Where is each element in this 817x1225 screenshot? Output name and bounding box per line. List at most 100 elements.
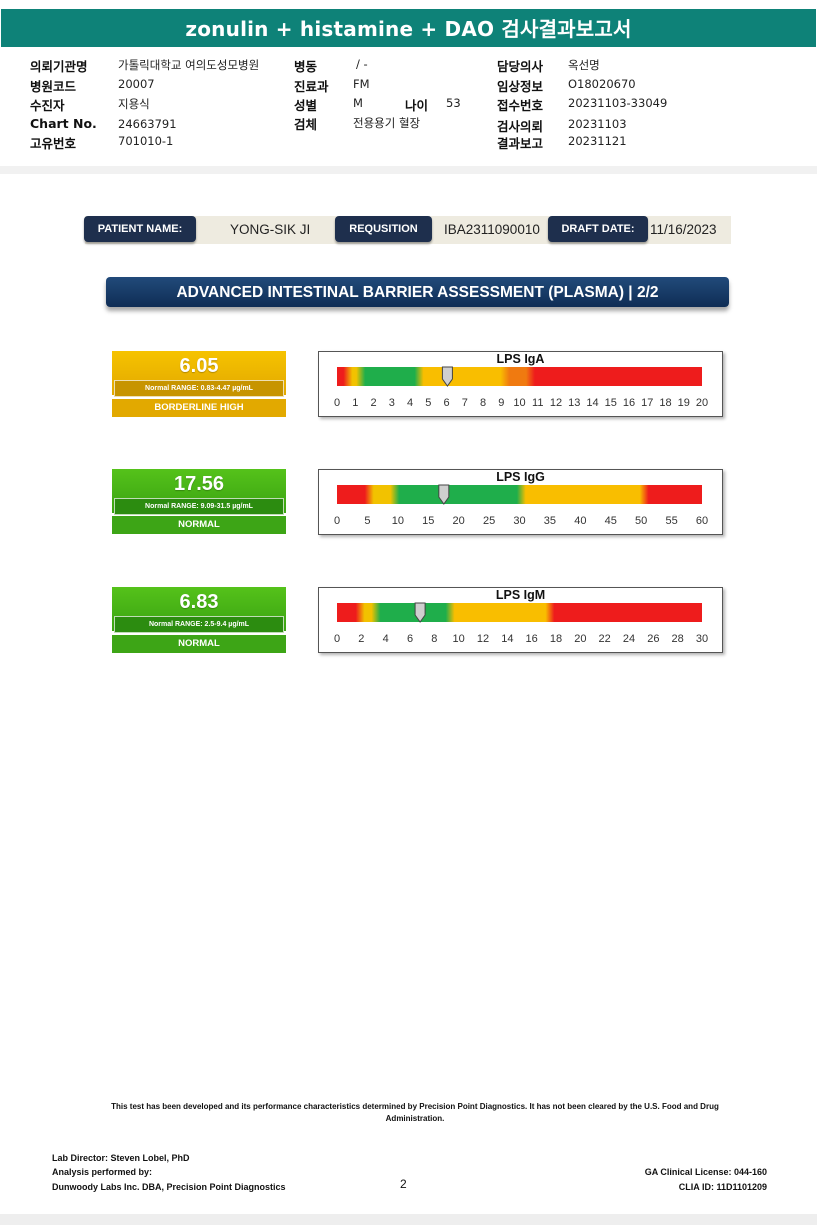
tick-label: 22 — [599, 633, 611, 645]
field-label-department: 진료과 — [294, 79, 329, 94]
section-title: ADVANCED INTESTINAL BARRIER ASSESSMENT (… — [106, 277, 729, 307]
field-value-unique-no: 701010-1 — [118, 134, 174, 148]
lab-name: Dunwoody Labs Inc. DBA, Precision Point … — [52, 1182, 286, 1192]
result-value: 6.83 — [179, 591, 219, 613]
tick-label: 35 — [544, 515, 556, 527]
tick-label: 0 — [334, 515, 340, 527]
tick-label: 55 — [665, 515, 677, 527]
tick-label: 30 — [696, 633, 708, 645]
gauge-zone — [348, 367, 361, 386]
tick-label: 16 — [526, 633, 538, 645]
report-title: zonulin + histamine + DAO 검사결과보고서 — [1, 9, 816, 47]
tick-label: 12 — [550, 397, 562, 409]
tick-label: 50 — [635, 515, 647, 527]
tick-label: 19 — [678, 397, 690, 409]
gauge-bar — [337, 367, 702, 386]
gauge-svg: 0 2 4 6 8 10 12 14 16 18 20 22 24 26 28 30 — [334, 602, 708, 645]
gauge-zone — [395, 485, 522, 504]
gauge-zone — [337, 367, 348, 386]
result-normal-range: Normal RANGE: 2.5-9.4 µg/mL — [114, 616, 284, 633]
field-label-age: 나이 — [405, 98, 429, 113]
requisition-label: REQUSITION — [335, 216, 432, 242]
tick-label: 14 — [501, 633, 513, 645]
field-value-ward: / - — [356, 57, 368, 71]
divider-band — [0, 166, 817, 174]
tick-label: 28 — [672, 633, 684, 645]
field-value-institution: 가톨릭대학교 여의도성모병원 — [118, 58, 260, 72]
field-value-doctor: 옥선명 — [568, 58, 600, 72]
tick-label: 10 — [453, 633, 465, 645]
analysis-performed-by: Analysis performed by: — [52, 1167, 153, 1177]
field-label-specimen: 검체 — [294, 117, 318, 132]
patient-name-label: PATIENT NAME: — [84, 216, 196, 242]
field-value-clinical-info: O18020670 — [568, 77, 636, 91]
gauge-chart-lps-igm: 0 2 4 6 8 10 12 14 16 18 20 22 24 26 28 30 LPS IgM — [318, 587, 723, 653]
tick-label: 45 — [605, 515, 617, 527]
field-value-hospital-code: 20007 — [118, 77, 155, 91]
gauge-chart-lps-igg: 0 5 10 15 20 25 30 35 40 45 50 55 60 LPS IgG — [318, 469, 723, 535]
lab-director: Lab Director: Steven Lobel, PhD — [52, 1153, 190, 1163]
field-value-age: 53 — [446, 96, 461, 110]
field-value-receipt-no: 20231103-33049 — [568, 96, 668, 110]
patient-info-block: 의뢰기관명 가톨릭대학교 여의도성모병원 병원코드 20007 수진자 지용식 … — [0, 48, 817, 167]
gauge-svg: 0 5 10 15 20 25 30 35 40 45 50 55 60 — [334, 484, 708, 527]
gauge-zone — [644, 485, 702, 504]
field-label-report-date: 결과보고 — [497, 136, 544, 151]
tick-label: 5 — [425, 397, 431, 409]
tick-label: 8 — [431, 633, 437, 645]
field-value-patient: 지용식 — [118, 97, 150, 111]
gauge-zone — [369, 485, 395, 504]
gauge-marker — [438, 484, 450, 505]
gauge-zone — [337, 485, 369, 504]
gauge-zone — [550, 603, 702, 622]
tick-label: 5 — [364, 515, 370, 527]
tick-label: 25 — [483, 515, 495, 527]
tick-label: 26 — [647, 633, 659, 645]
tick-label: 20 — [453, 515, 465, 527]
fda-disclaimer: This test has been developed and its per… — [111, 1102, 719, 1123]
tick-label: 7 — [462, 397, 468, 409]
tick-label: 15 — [605, 397, 617, 409]
requisition-value: IBA2311090010 — [444, 222, 540, 237]
patient-name-value: YONG-SIK JI — [230, 222, 311, 237]
gauge-zone — [419, 367, 505, 386]
result-box-lps-igm: 6.83 Normal RANGE: 2.5-9.4 µg/mL — [112, 587, 286, 633]
draft-date-value: 11/16/2023 — [650, 222, 717, 237]
tick-label: 14 — [586, 397, 598, 409]
tick-label: 0 — [334, 633, 340, 645]
field-label-clinical-info: 임상정보 — [497, 79, 544, 94]
tick-label: 24 — [623, 633, 635, 645]
gauge-zone — [505, 367, 531, 386]
tick-label: 0 — [334, 397, 340, 409]
result-status: NORMAL — [112, 516, 286, 534]
tick-label: 17 — [641, 397, 653, 409]
tick-label: 60 — [696, 515, 708, 527]
tick-label: 12 — [477, 633, 489, 645]
tick-label: 40 — [574, 515, 586, 527]
chart-title: LPS IgM — [495, 588, 546, 602]
tick-label: 10 — [513, 397, 525, 409]
result-value: 6.05 — [179, 355, 219, 377]
tick-label: 8 — [480, 397, 486, 409]
tick-label: 20 — [696, 397, 708, 409]
gauge-chart-lps-iga: 0 1 2 3 4 5 6 7 8 9 10 11 12 13 14 15 16 17 18 19 20 LPS IgA — [318, 351, 723, 417]
gauge-bar — [337, 485, 702, 504]
tick-label: 9 — [498, 397, 504, 409]
gauge-zone — [360, 603, 376, 622]
tick-label: 20 — [574, 633, 586, 645]
field-value-department: FM — [353, 77, 370, 91]
tick-label: 13 — [568, 397, 580, 409]
tick-label: 16 — [623, 397, 635, 409]
field-value-request-date: 20231103 — [568, 117, 627, 131]
field-label-ward: 병동 — [294, 59, 318, 74]
field-label-receipt-no: 접수번호 — [497, 98, 544, 113]
tick-label: 10 — [392, 515, 404, 527]
gauge-zone — [376, 603, 450, 622]
page-number: 2 — [400, 1177, 407, 1191]
gauge-zone — [530, 367, 702, 386]
field-label-unique-no: 고유번호 — [30, 136, 77, 151]
result-normal-range: Normal RANGE: 0.83-4.47 µg/mL — [114, 380, 284, 397]
tick-label: 18 — [550, 633, 562, 645]
result-status: NORMAL — [112, 635, 286, 653]
